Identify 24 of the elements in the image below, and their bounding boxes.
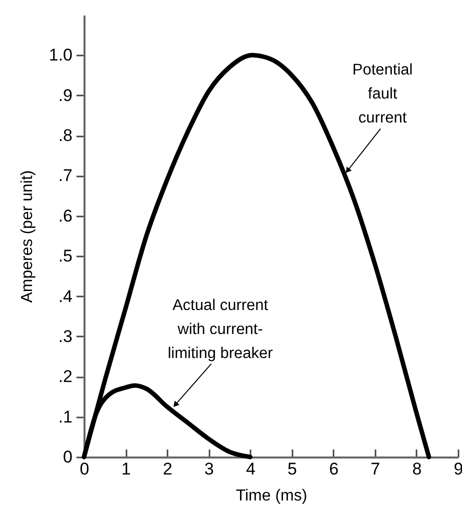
x-tick-label: 4 — [246, 460, 256, 478]
annotation: Actual current with current- limiting breaker — [168, 296, 273, 362]
y-tick-label: 0 — [63, 448, 72, 466]
y-tick-label: 1.0 — [48, 46, 72, 65]
y-tick-label: .9 — [58, 86, 72, 105]
y-tick-label: .7 — [58, 166, 72, 186]
x-axis-title: Time (ms) — [236, 488, 308, 504]
x-tick-label: 0 — [80, 460, 90, 478]
y-tick-label: .8 — [58, 126, 72, 146]
y-tick-label: .1 — [58, 407, 72, 426]
y-axis-title: Amperes (per unit) — [18, 170, 36, 303]
x-tick-label: 8 — [412, 460, 422, 478]
y-tick-label: .2 — [58, 367, 72, 386]
x-tick-label: 6 — [329, 460, 339, 478]
x-tick-label: 7 — [370, 460, 380, 478]
x-tick-label: 5 — [288, 460, 298, 478]
y-tick-label: .5 — [58, 246, 72, 266]
x-tick-label: 3 — [204, 460, 214, 478]
x-tick-label: 2 — [162, 460, 172, 478]
y-tick-label: .6 — [58, 206, 72, 226]
annotation: Potential fault current — [352, 62, 413, 127]
y-tick-label: .3 — [58, 326, 72, 346]
y-tick-label: .4 — [58, 286, 72, 306]
x-tick-label: 1 — [121, 460, 131, 478]
